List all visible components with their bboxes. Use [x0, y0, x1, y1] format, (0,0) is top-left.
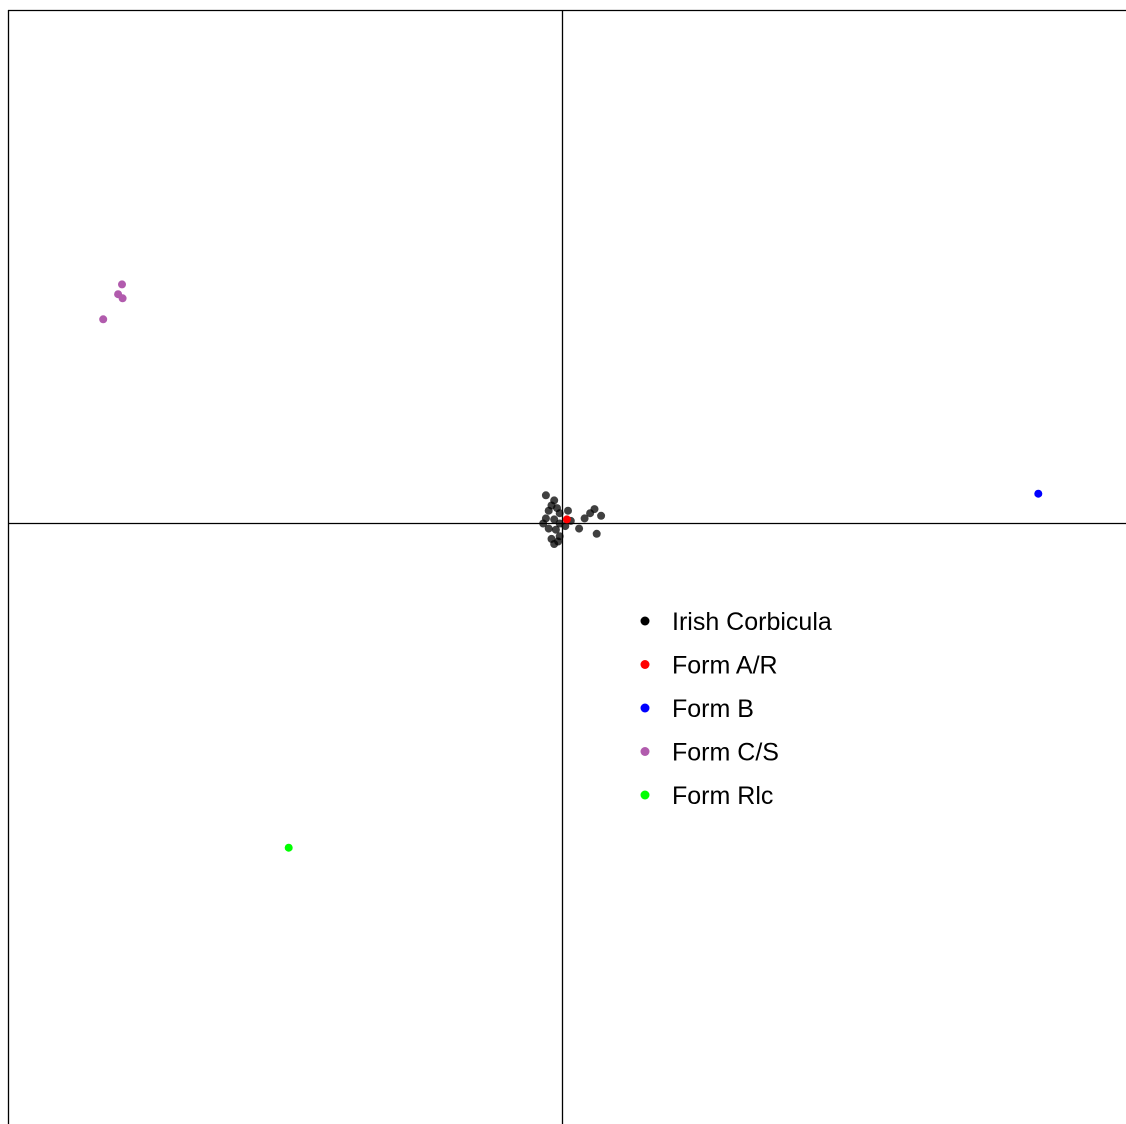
point-form-c-s-3 — [99, 315, 108, 324]
data-points — [99, 280, 1043, 852]
legend-marker-form-c-s — [640, 747, 650, 756]
point-irish-corbicula-19 — [590, 505, 599, 514]
legend-label-form-a-r: Form A/R — [672, 652, 778, 680]
plot-frame — [7, 9, 1126, 1124]
point-form-c-s-2 — [118, 294, 127, 303]
point-irish-corbicula-20 — [597, 511, 606, 520]
point-form-rlc-0 — [284, 843, 293, 852]
legend: Irish Corbicula Form A/R Form B Form C/S For… — [640, 608, 832, 810]
legend-marker-irish-corbicula — [640, 616, 650, 626]
point-irish-corbicula-8 — [550, 515, 559, 524]
point-form-b-0 — [1034, 489, 1043, 498]
point-irish-corbicula-22 — [575, 524, 584, 533]
point-irish-corbicula-17 — [580, 514, 589, 523]
point-irish-corbicula-3 — [544, 506, 553, 515]
legend-marker-form-b — [640, 703, 650, 713]
point-irish-corbicula-23 — [555, 532, 564, 541]
point-irish-corbicula-0 — [541, 491, 550, 500]
legend-label-form-b: Form B — [672, 695, 754, 723]
point-irish-corbicula-10 — [544, 524, 553, 533]
legend-label-form-rlc: Form Rlc — [672, 782, 773, 810]
point-form-c-s-0 — [118, 280, 126, 289]
point-irish-corbicula-5 — [555, 509, 564, 518]
legend-marker-form-a-r — [640, 660, 650, 669]
point-form-a-r-0 — [562, 515, 571, 524]
legend-marker-form-rlc — [640, 790, 650, 800]
legend-label-form-c-s: Form C/S — [672, 739, 779, 767]
point-irish-corbicula-12 — [561, 522, 570, 531]
legend-label-irish-corbicula: Irish Corbicula — [672, 608, 832, 636]
point-irish-corbicula-6 — [564, 506, 572, 515]
point-irish-corbicula-16 — [550, 540, 559, 548]
point-irish-corbicula-24 — [539, 519, 548, 528]
point-irish-corbicula-21 — [592, 529, 601, 538]
point-irish-corbicula-11 — [551, 525, 560, 534]
